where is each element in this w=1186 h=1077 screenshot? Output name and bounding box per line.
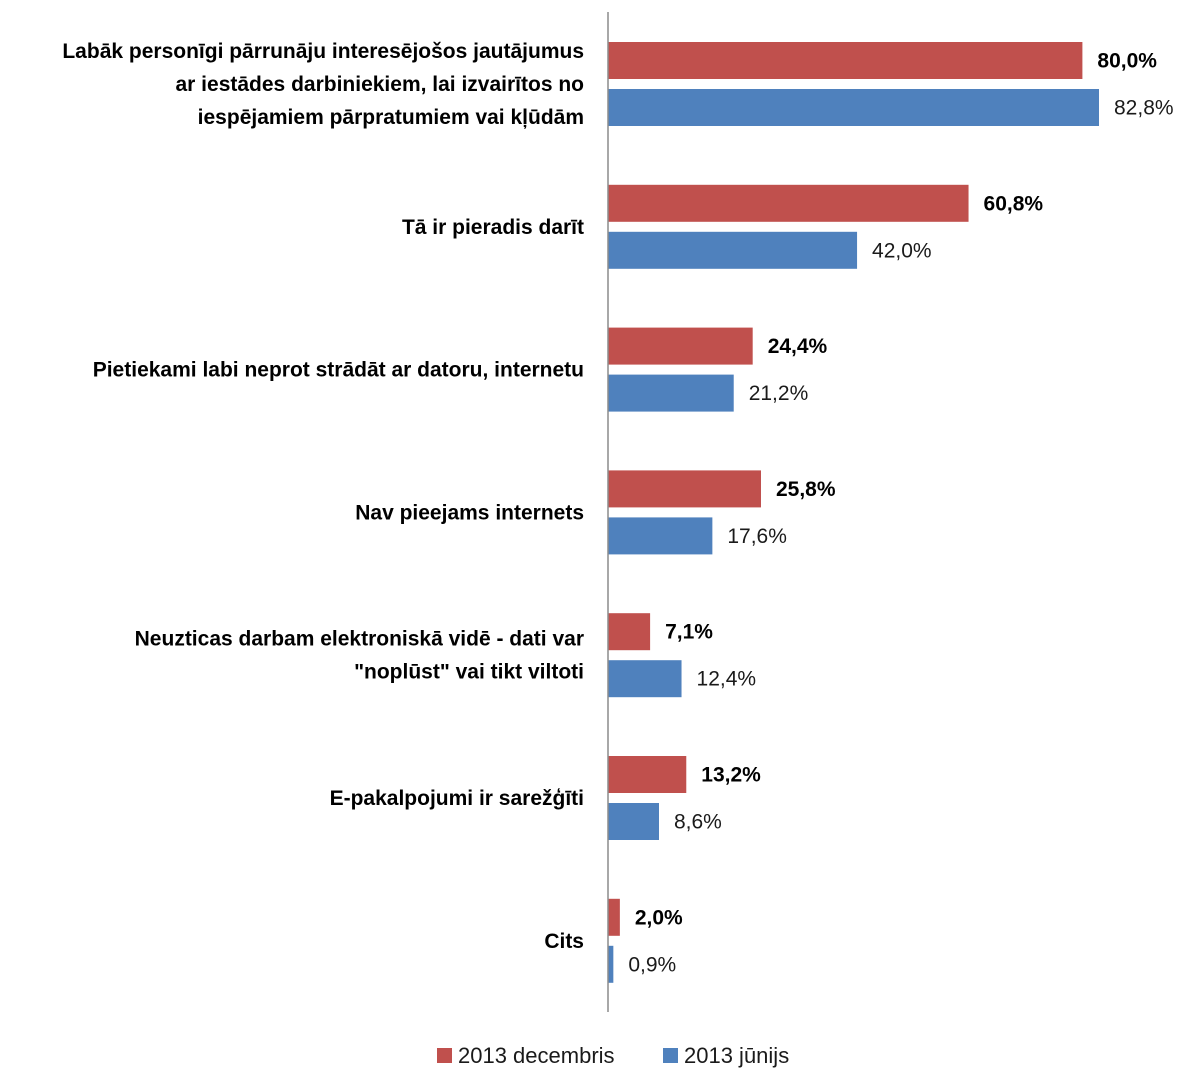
- bar-decembris: [608, 327, 753, 365]
- bar-junijs: [608, 89, 1100, 126]
- legend-label: 2013 jūnijs: [684, 1043, 789, 1068]
- data-label: 24,4%: [768, 335, 828, 358]
- value-labels: 80,0% 82,8% 60,8% 42,0% 24,4% 21,2% 25,8% 17,6%…: [628, 50, 1173, 977]
- data-label: 80,0%: [1097, 50, 1157, 73]
- bar-decembris: [608, 756, 687, 793]
- data-label: 0,9%: [628, 953, 676, 976]
- category-label: Labāk personīgi pārrunāju interesējošos …: [62, 40, 584, 129]
- bar-junijs: [608, 803, 659, 840]
- legend-swatch: [663, 1048, 678, 1063]
- data-label: 25,8%: [776, 478, 836, 501]
- legend: 2013 decembris 2013 jūnijs: [437, 1043, 789, 1068]
- category-label: Cits: [544, 930, 584, 953]
- category-label: Tā ir pieradis darīt: [402, 216, 584, 239]
- data-label: 8,6%: [674, 811, 722, 834]
- data-label: 2,0%: [635, 906, 683, 929]
- data-label: 13,2%: [701, 764, 761, 787]
- category-label: Neuzticas darbam elektroniskā vidē - dat…: [135, 628, 584, 684]
- bar-junijs: [608, 374, 734, 412]
- bars: [608, 42, 1100, 983]
- bar-decembris: [608, 613, 651, 651]
- data-label: 82,8%: [1114, 97, 1174, 120]
- bar-junijs: [608, 660, 682, 698]
- category-label: E-pakalpojumi ir sarežģīti: [330, 787, 584, 810]
- bar-junijs: [608, 517, 713, 555]
- data-label: 21,2%: [749, 382, 809, 405]
- data-label: 7,1%: [665, 621, 713, 644]
- legend-label: 2013 decembris: [458, 1043, 615, 1068]
- bar-junijs: [608, 945, 614, 983]
- bar-junijs: [608, 231, 858, 269]
- data-label: 12,4%: [697, 668, 757, 691]
- data-label: 60,8%: [984, 192, 1044, 215]
- data-label: 42,0%: [872, 239, 932, 262]
- data-label: 17,6%: [727, 525, 787, 548]
- category-label: Pietiekami labi neprot strādāt ar datoru…: [93, 359, 584, 382]
- bar-decembris: [608, 470, 761, 508]
- bar-decembris: [608, 42, 1083, 79]
- category-labels: Labāk personīgi pārrunāju interesējošos …: [62, 40, 584, 953]
- legend-swatch: [437, 1048, 452, 1063]
- bar-decembris: [608, 898, 620, 936]
- category-label: Nav pieejams internets: [355, 501, 584, 524]
- bar-decembris: [608, 184, 969, 222]
